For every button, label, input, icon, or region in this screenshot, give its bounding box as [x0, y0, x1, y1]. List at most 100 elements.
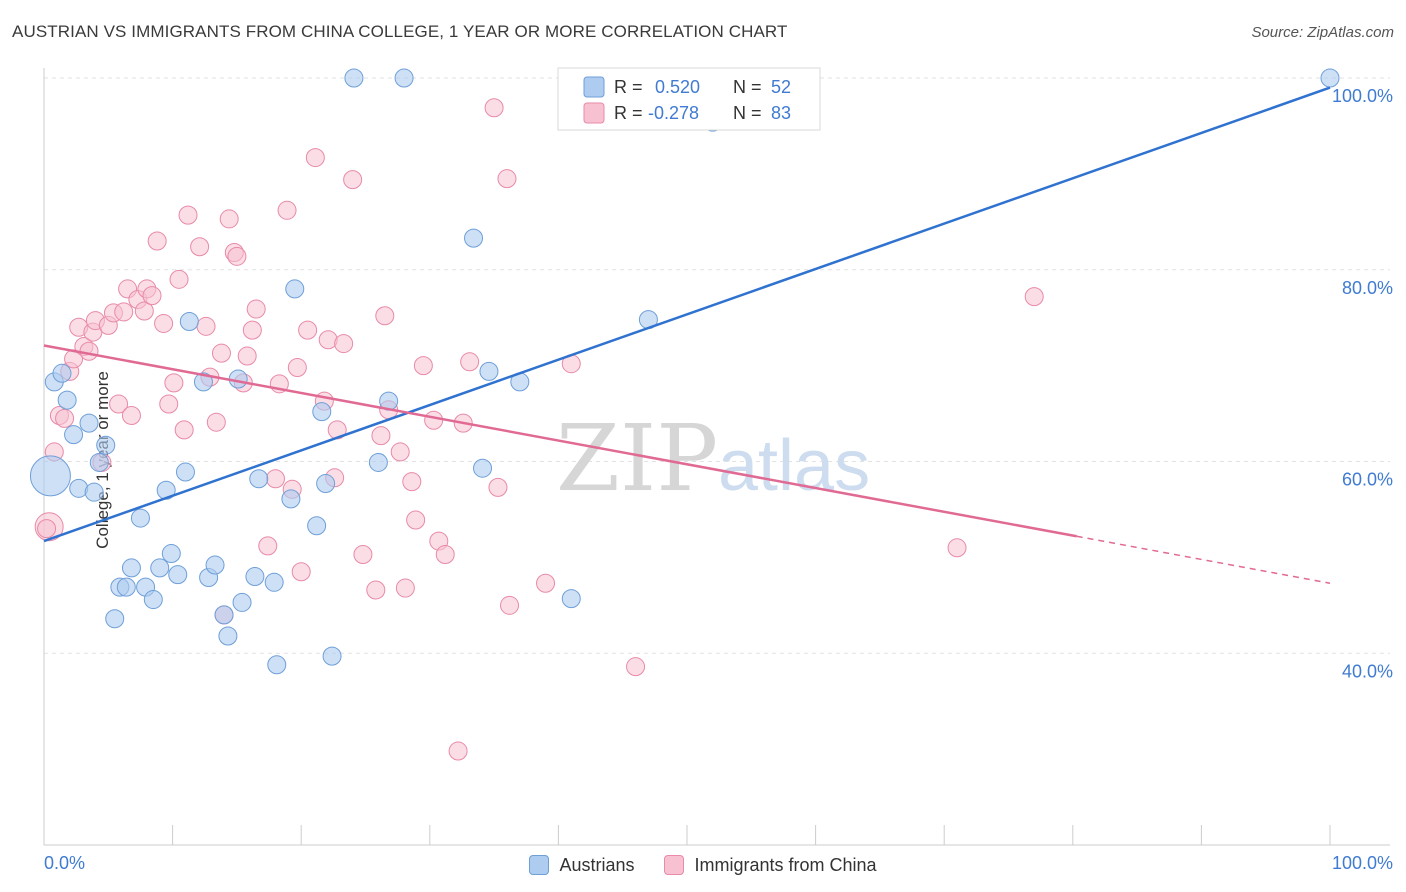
x-tick-label-max: 100.0%	[1332, 853, 1393, 873]
pink-point-56	[343, 170, 363, 190]
pink-point-70	[448, 741, 468, 761]
grid-lines	[44, 77, 1390, 654]
legend-r-label-pink: R =	[614, 103, 643, 123]
watermark: ZIP atlas	[556, 405, 870, 512]
blue-point-21	[175, 462, 195, 482]
pink-points	[34, 98, 1044, 761]
legend-r-value-pink: -0.278	[648, 103, 699, 123]
blue-point-23	[193, 372, 213, 392]
blue-point-2	[52, 363, 72, 383]
legend-swatch-immigrants-china	[664, 855, 685, 875]
blue-point-46	[479, 361, 499, 381]
chart-title: AUSTRIAN VS IMMIGRANTS FROM CHINA COLLEG…	[12, 22, 788, 41]
pink-point-14	[109, 394, 129, 414]
blue-points	[29, 68, 1340, 675]
y-tick-label-40: 40.0%	[1342, 661, 1393, 681]
blue-point-35	[285, 279, 305, 299]
watermark-zip: ZIP	[556, 405, 718, 512]
legend-label-austrians: Austrians	[559, 854, 635, 875]
pink-point-42	[258, 536, 278, 556]
blue-point-43	[394, 68, 414, 88]
pink-point-58	[366, 580, 386, 600]
pink-point-81	[1024, 287, 1044, 307]
blue-point-22	[179, 312, 199, 332]
blue-trend-line	[43, 86, 1331, 543]
pink-point-28	[178, 205, 198, 225]
pink-point-63	[395, 578, 415, 598]
chart-source: Source: ZipAtlas.com	[1251, 24, 1394, 41]
pink-point-57	[353, 544, 373, 564]
legend-r-value-blue: 0.520	[655, 77, 700, 97]
blue-point-30	[245, 567, 265, 587]
pink-trend-line-dashed	[1076, 535, 1331, 584]
pink-point-66	[413, 356, 433, 376]
blue-point-7	[84, 482, 104, 502]
blue-point-4	[64, 425, 84, 445]
pink-point-67	[424, 410, 444, 430]
pink-point-59	[371, 426, 391, 446]
pink-point-21	[142, 286, 162, 306]
blue-point-27	[218, 626, 238, 646]
pink-point-77	[536, 573, 556, 593]
legend-item-immigrants-china[interactable]: Immigrants from China	[664, 855, 877, 876]
pink-point-30	[196, 316, 216, 336]
pink-point-47	[287, 358, 307, 378]
blue-point-33	[267, 655, 287, 675]
legend-n-value-blue: 52	[771, 77, 791, 97]
blue-point-13	[121, 558, 141, 578]
pink-trend-line	[43, 344, 1077, 538]
pink-point-32	[206, 412, 226, 432]
legend-n-label-blue: N =	[733, 77, 762, 97]
pink-point-35	[219, 209, 239, 229]
blue-point-36	[307, 516, 327, 536]
pink-point-79	[626, 657, 646, 677]
pink-point-65	[406, 510, 426, 530]
pink-point-37	[227, 246, 247, 266]
pink-point-43	[265, 469, 285, 489]
pink-point-64	[402, 472, 422, 492]
blue-point-39	[322, 646, 342, 666]
tick-labels: 40.0% 60.0% 80.0% 100.0% 0.0% 100.0%	[44, 86, 1393, 873]
pink-point-8	[79, 341, 99, 361]
blue-point-3	[57, 390, 77, 410]
pink-point-40	[242, 320, 262, 340]
legend-n-label-pink: N =	[733, 103, 762, 123]
blue-point-6	[79, 413, 99, 433]
blue-point-19	[161, 544, 181, 564]
pink-point-72	[460, 352, 480, 372]
pink-point-62	[390, 442, 410, 462]
y-tick-label-60: 60.0%	[1342, 470, 1393, 490]
blue-point-9	[96, 435, 116, 455]
legend-swatch-austrians	[529, 855, 550, 875]
blue-point-38	[316, 474, 336, 494]
pink-point-73	[484, 98, 504, 118]
pink-point-27	[174, 420, 194, 440]
legend-item-austrians[interactable]: Austrians	[529, 855, 634, 876]
blue-point-16	[143, 590, 163, 610]
pink-point-24	[159, 394, 179, 414]
pink-point-80	[947, 538, 967, 558]
pink-point-45	[277, 200, 297, 220]
pink-point-39	[237, 346, 257, 366]
blue-point-48	[561, 589, 581, 609]
blue-point-51	[1320, 68, 1340, 88]
blue-point-25	[205, 555, 225, 575]
pink-point-17	[121, 405, 141, 425]
blue-point-40	[344, 68, 364, 88]
blue-point-29	[232, 592, 252, 612]
pink-point-82	[37, 519, 57, 539]
blue-point-32	[264, 572, 284, 592]
blue-point-44	[464, 228, 484, 248]
blue-point-37	[312, 402, 332, 422]
legend-box: R = 0.520 N = 52 R = -0.278 N = 83	[557, 67, 821, 131]
blue-point-0	[29, 455, 71, 497]
legend-swatch-blue	[583, 76, 605, 98]
pink-point-26	[169, 269, 189, 289]
blue-point-8	[89, 452, 109, 472]
pink-point-48	[291, 562, 311, 582]
blue-point-26	[214, 605, 234, 625]
legend-r-label-blue: R =	[614, 77, 643, 97]
pink-point-74	[488, 477, 508, 497]
blue-point-31	[249, 469, 269, 489]
x-tick-label-min: 0.0%	[44, 853, 85, 873]
